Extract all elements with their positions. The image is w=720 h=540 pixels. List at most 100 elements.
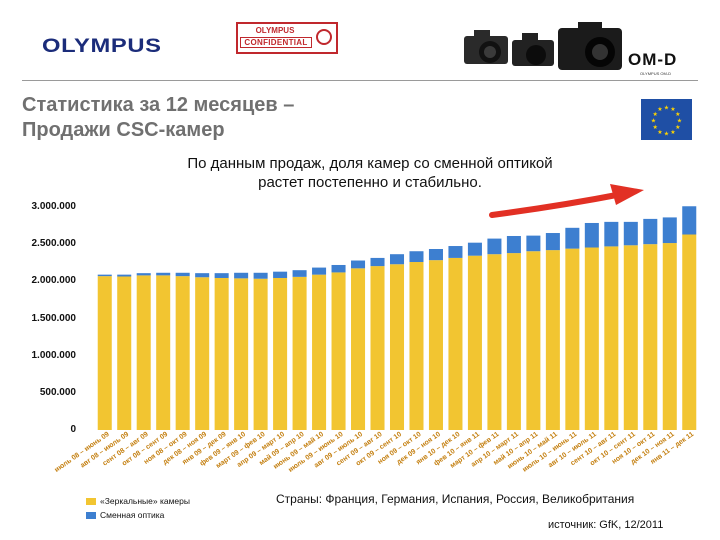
bar-dslr [487,254,502,430]
bar-csc [214,273,229,278]
bar-csc [428,249,443,261]
subtitle-line-2: растет постепенно и стабильно. [258,174,482,191]
bar-dslr [526,251,541,430]
eu-star-icon: ★ [675,111,680,118]
bar-dslr [175,276,190,430]
legend-swatch-dslr [86,498,96,505]
bar-csc [682,206,697,235]
bar-csc [389,254,405,265]
om-d-logo: OM-D [628,50,678,69]
bar-csc [175,272,190,277]
bar-dslr [97,276,112,430]
bar-csc [351,260,366,269]
y-tick-label: 1.500.000 [31,312,77,324]
bar-csc [643,218,658,245]
eu-star-icon: ★ [664,131,669,138]
stamp-brand: OLYMPUS [255,26,295,35]
eu-star-icon: ★ [653,111,658,118]
countries-note: Страны: Франция, Германия, Испания, Росс… [276,492,635,506]
bar-dslr [234,278,249,430]
bar-dslr [467,255,482,430]
y-tick-label: 500.000 [39,386,76,398]
bar-csc [506,235,521,254]
bar-csc [565,227,580,249]
eu-star-icon: ★ [657,129,662,136]
y-tick-label: 1.000.000 [31,349,77,361]
olympus-logo: OLYMPUS [42,36,162,57]
bar-csc [97,274,112,277]
eu-star-icon: ★ [651,118,656,125]
camera-image-icon [464,22,622,70]
bar-csc [467,242,482,256]
bar-dslr [370,266,385,430]
bar-csc [448,246,463,258]
bar-csc [331,264,346,273]
eu-stars: ★★★★★★★★★ ★ ★★ [651,105,682,138]
bar-csc [156,272,171,276]
bar-dslr [565,248,580,430]
legend-label-dslr: «Зеркальные» камеры [100,496,190,506]
bar-dslr [409,262,424,430]
y-tick-label: 0 [70,424,76,435]
bar-csc [136,273,151,276]
bar-csc [273,271,288,278]
bar-csc [604,221,619,247]
confidential-stamp: OLYMPUS CONFIDENTIAL [236,22,338,54]
bar-dslr [545,250,560,430]
bar-dslr [214,277,229,430]
bar-csc [117,274,132,277]
bar-dslr [389,264,405,430]
source-note: источник: GfK, 12/2011 [548,519,664,531]
bar-csc [545,233,560,251]
y-tick-label: 2.000.000 [31,275,77,287]
bar-csc [253,272,268,279]
bar-dslr [448,257,463,430]
bar-dslr [292,276,307,430]
eu-star-icon: ★ [657,106,662,113]
bar-dslr [604,246,619,430]
chart-subtitle: По данным продаж, доля камер со сменной … [120,154,620,192]
bar-csc [526,235,541,252]
bar-dslr [506,253,521,430]
bar-dslr [195,277,210,430]
y-tick-label: 2.500.000 [31,238,77,250]
bar-dslr [682,234,697,430]
bar-csc [312,267,327,275]
stamp-confidential: CONFIDENTIAL [240,37,312,48]
bar-csc [234,272,249,279]
bar-dslr [253,278,268,430]
bar-csc [195,273,210,278]
title-line-1: Статистика за 12 месяцев – [22,94,295,116]
bar-dslr [156,275,171,430]
bar-dslr [117,276,132,430]
bar-dslr [584,247,599,430]
bar-dslr [312,274,327,430]
y-tick-label: 3.000.000 [31,201,77,212]
stamp-seal-icon [316,29,332,45]
legend-label-csc: Сменная оптика [100,510,165,520]
bar-csc [584,222,599,248]
om-d-subtext: OLYMPUS OM-D [640,71,672,76]
eu-star-icon: ★ [670,129,675,136]
bar-dslr [428,260,443,430]
bar-dslr [331,272,346,430]
bar-dslr [351,268,366,430]
bar-csc [370,257,385,267]
legend-swatch-csc [86,512,96,519]
page-title: Статистика за 12 месяцев – Продажи CSC-к… [22,93,294,143]
eu-star-icon: ★ [677,118,682,125]
eu-star-icon: ★ [653,124,658,131]
eu-star-icon: ★ [670,106,675,113]
bar-csc [487,238,502,255]
eu-flag-icon: ★ ★ ★ ★ ★ ★ ★ ★ ★ ★ ★ ★ [641,99,692,140]
bar-dslr [136,275,151,430]
eu-star-icon: ★ [675,124,680,131]
bar-dslr [662,243,677,430]
bar-csc [409,251,424,263]
subtitle-line-1: По данным продаж, доля камер со сменной … [187,155,553,172]
title-line-2: Продажи CSC-камер [22,119,225,141]
bar-csc [623,221,638,246]
bar-dslr [273,277,288,430]
